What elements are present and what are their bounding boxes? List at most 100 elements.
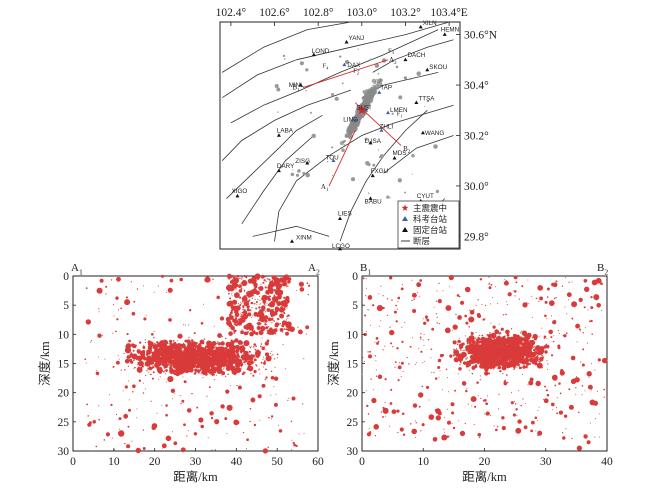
event-point [235,355,237,357]
event-point [231,366,233,368]
event-point [496,367,498,369]
event-point [468,349,472,353]
event-point [500,327,504,331]
event-point [253,361,255,363]
event-point [285,286,288,288]
event-point [112,437,114,439]
event-point [207,342,212,347]
event-point [188,365,190,367]
event-point [518,342,520,345]
event-point [507,346,514,353]
event-point [513,368,515,370]
event-point [211,366,214,369]
event-point [495,286,497,288]
event-point [436,316,438,318]
event-point [213,359,215,361]
event-point [269,333,271,335]
event-point [266,308,271,312]
event-point [148,366,153,371]
event-point [396,308,398,310]
event-point [452,354,455,357]
event-point [515,347,517,349]
event-point [263,356,264,358]
event-point [283,296,286,299]
event-point [230,348,235,353]
event-point [105,285,108,288]
event-point [235,283,239,288]
event-point [377,374,383,380]
event-point [168,365,170,367]
event-point [142,392,145,394]
event-point [228,362,230,364]
station-fxgu-icon [370,173,375,178]
event-point [589,320,591,323]
event-point [507,292,512,297]
event-point [225,353,227,355]
event-point [285,322,292,329]
station-label: TAP [380,85,392,92]
event-point [231,332,233,334]
station-label: ZISG [295,158,310,165]
event-point [242,431,245,434]
event-point [255,307,258,310]
event-point [98,405,100,407]
event-point [259,419,261,421]
event-point [268,278,271,281]
event-point [435,415,441,421]
event-point [252,330,256,335]
event-point [498,340,502,343]
event-point [466,350,468,352]
event-point [492,346,493,348]
event-point [507,336,509,338]
event-point [384,401,386,403]
event-point [498,367,500,369]
event-point [205,354,207,356]
event-point [116,318,119,321]
event-point [240,366,242,368]
event-point [148,347,150,349]
event-point [590,319,593,323]
aftershock-dot [326,161,329,163]
event-point [154,363,157,367]
aftershock-dot [403,76,408,80]
event-point [275,393,277,395]
event-point [544,314,547,318]
event-point [266,324,268,326]
event-point [591,389,593,391]
event-point [239,317,242,320]
event-point [176,359,179,361]
event-point [498,366,500,368]
event-point [175,355,177,357]
legend-box [397,200,460,249]
event-point [288,330,290,332]
event-point [177,356,180,358]
event-point [236,274,240,278]
event-point [102,334,103,336]
event-point [506,381,509,384]
event-point [534,359,537,362]
event-point [244,291,246,293]
event-point [249,329,251,331]
event-point [165,435,172,442]
event-point [141,353,144,356]
event-point [193,352,195,355]
event-point [169,365,173,368]
event-point [287,280,291,284]
event-point [178,354,181,356]
event-point [509,338,511,341]
event-point [223,347,226,350]
event-point [156,344,158,346]
event-point [257,355,259,357]
station-label: SUSI [356,104,371,111]
event-point [467,339,469,341]
event-point [587,309,589,311]
aftershock-dot [377,149,380,151]
event-point [240,359,243,362]
event-point [258,330,260,332]
event-point [164,360,167,363]
event-point [229,360,231,362]
event-point [241,313,249,320]
event-point [234,305,240,311]
event-point [197,370,201,373]
event-point [503,280,509,286]
